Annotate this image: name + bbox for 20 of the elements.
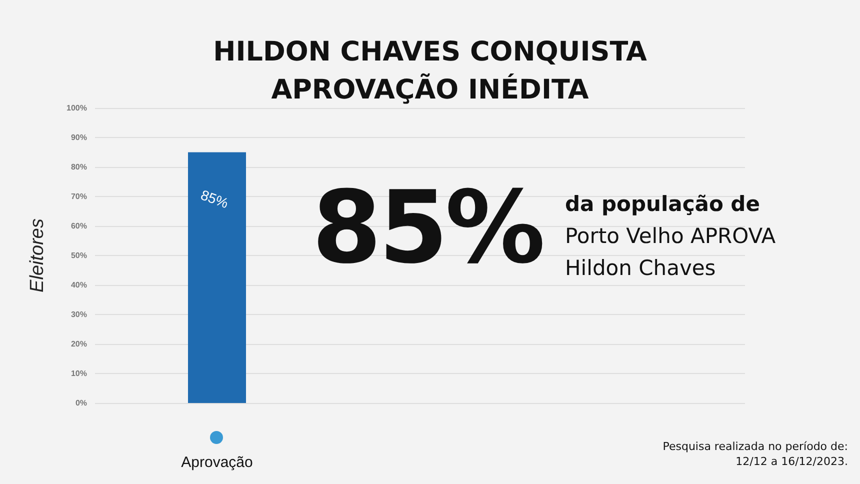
text: HILDON CHAVES CONQUISTA APROVAÇÃO INÉDITA — [213, 36, 648, 106]
x-tick-label: Aprovação — [181, 454, 253, 471]
text: Pesquisa realizada no período de: 12/12 a 16/12/2023. — [662, 440, 848, 470]
y-tick-label: 60% — [70, 222, 87, 230]
text: Porto Velho APROVA — [565, 224, 776, 248]
y-axis-title: Eleitores — [27, 218, 48, 292]
y-tick-label: 30% — [70, 310, 87, 319]
y-tick-label: 50% — [70, 251, 87, 260]
text: Hildon Chaves — [565, 256, 716, 280]
y-tick-label: 10% — [70, 369, 87, 378]
y-tick-label: 100% — [66, 104, 87, 112]
y-tick-label: 20% — [70, 340, 87, 348]
y-tick-label: 80% — [70, 162, 87, 172]
y-tick-label: 90% — [70, 133, 87, 142]
text: da população de — [565, 192, 760, 216]
data-label: 85% — [198, 186, 231, 212]
text: 85% — [312, 169, 542, 286]
y-tick-label: 40% — [70, 280, 87, 290]
y-tick-label: 0% — [75, 398, 87, 408]
y-tick-label: 70% — [70, 192, 87, 201]
